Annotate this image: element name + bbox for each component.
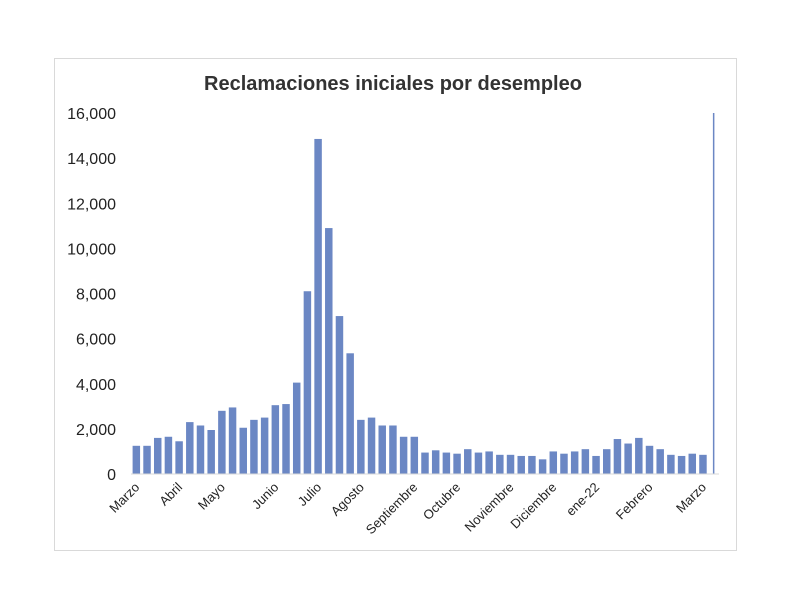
bar <box>560 453 568 474</box>
x-tick-label: Noviembre <box>462 480 517 535</box>
bar <box>538 459 547 474</box>
bar <box>613 439 622 474</box>
bar <box>496 454 504 474</box>
bar <box>485 451 493 474</box>
bar <box>410 436 419 474</box>
bar <box>325 228 333 474</box>
bar <box>506 454 515 474</box>
y-tick-label: 8,000 <box>76 287 116 304</box>
bar <box>367 417 376 474</box>
x-tick-label: ene-22 <box>563 480 602 519</box>
bar <box>592 455 600 474</box>
bar <box>196 425 205 474</box>
x-tick-label: Octubre <box>420 480 463 523</box>
bar <box>346 353 354 474</box>
bar <box>635 437 643 474</box>
bar <box>431 450 440 474</box>
y-tick-label: 12,000 <box>67 196 116 213</box>
bar <box>153 437 162 474</box>
bar <box>378 425 386 474</box>
bar <box>549 451 558 474</box>
bar <box>218 410 226 474</box>
bar <box>260 417 269 474</box>
bar <box>603 449 611 474</box>
bar <box>143 445 151 474</box>
x-tick-label: Marzo <box>673 480 709 516</box>
bar <box>399 436 408 474</box>
y-tick-label: 14,000 <box>67 151 116 168</box>
y-tick-label: 2,000 <box>76 422 116 439</box>
bar <box>282 404 290 474</box>
bar <box>132 445 141 474</box>
bar <box>389 425 397 474</box>
bar <box>570 451 579 474</box>
bar <box>442 452 451 474</box>
bar <box>453 453 461 474</box>
bar <box>175 441 183 474</box>
bar <box>645 445 654 474</box>
x-tick-label: Abril <box>156 479 185 508</box>
bar <box>474 452 483 474</box>
bar <box>314 138 322 474</box>
x-axis: Marzo Abril Mayo Junio Julio AgostoSeptiembre… <box>106 479 709 537</box>
bar <box>228 407 237 474</box>
x-tick-label: Mayo <box>195 480 228 513</box>
y-axis: 0 2,000 4,000 6,000 8,000 10,000 12,000 14,000 1… <box>67 106 116 484</box>
bar <box>207 430 215 474</box>
bar <box>164 436 173 474</box>
chart-title: Reclamaciones iniciales por desempleo <box>204 73 582 95</box>
bar <box>517 455 525 474</box>
y-tick-label: 4,000 <box>76 377 116 394</box>
bar <box>357 419 365 474</box>
x-tick-label: Agosto <box>328 480 367 519</box>
bar <box>677 455 686 474</box>
bar <box>624 443 632 474</box>
bar <box>271 405 280 474</box>
bar <box>712 113 715 474</box>
y-tick-label: 10,000 <box>67 241 116 258</box>
y-tick-label: 0 <box>107 467 116 484</box>
bar <box>421 452 429 474</box>
bar <box>186 422 194 474</box>
bar <box>303 291 312 474</box>
bar <box>688 453 697 474</box>
x-tick-label: Diciembre <box>507 480 559 532</box>
x-tick-label: Julio <box>295 480 325 510</box>
bar <box>667 454 675 474</box>
x-tick-label: Junio <box>249 480 282 513</box>
bar <box>581 449 590 474</box>
bar <box>239 427 247 474</box>
x-tick-label: Febrero <box>613 480 656 523</box>
x-tick-label: Marzo <box>106 480 142 516</box>
bar <box>292 382 301 474</box>
bar <box>656 449 664 474</box>
bar <box>335 316 344 474</box>
bars <box>132 113 715 474</box>
bar <box>528 455 536 474</box>
y-tick-label: 16,000 <box>67 106 116 123</box>
bar <box>250 419 258 474</box>
bar <box>464 449 472 474</box>
x-tick-label: Septiembre <box>363 480 421 538</box>
bar <box>699 454 707 474</box>
y-tick-label: 6,000 <box>76 332 116 349</box>
